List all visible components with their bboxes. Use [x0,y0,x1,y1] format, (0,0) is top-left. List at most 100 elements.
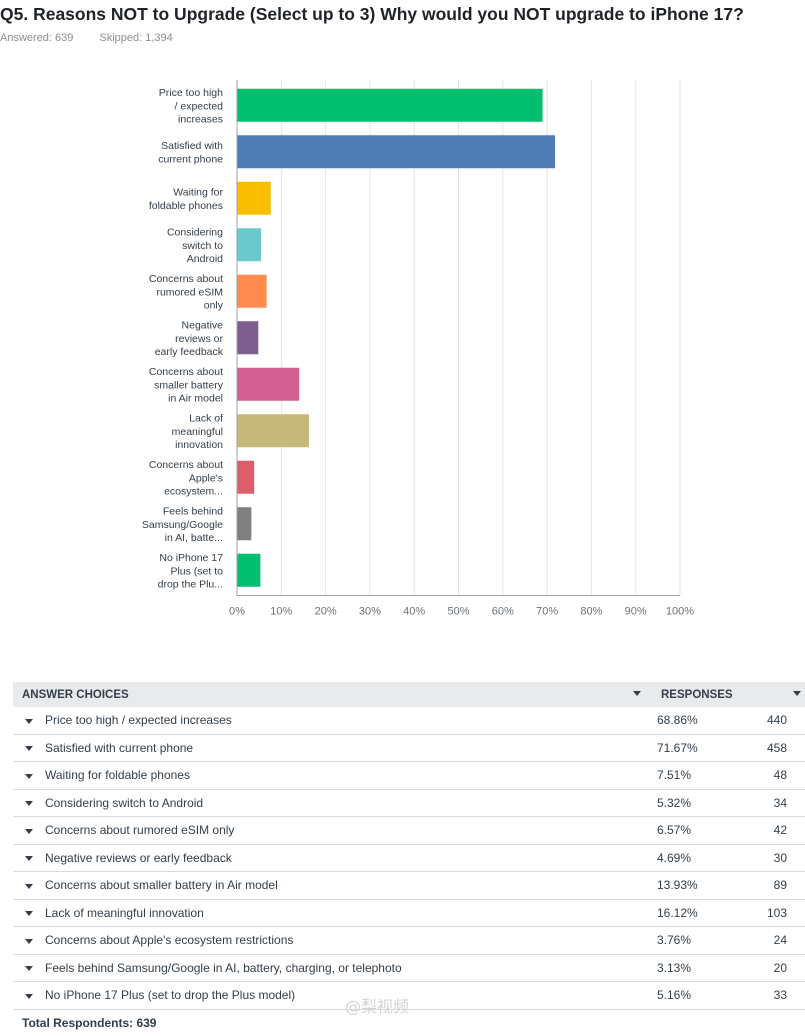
response-count: 34 [752,789,805,817]
chevron-down-icon[interactable] [25,801,33,807]
row-expand-toggle[interactable] [13,844,45,872]
bar[interactable] [237,553,261,587]
x-tick-label: 30% [359,606,381,618]
row-expand-toggle[interactable] [13,789,45,817]
row-expand-toggle[interactable] [13,816,45,845]
response-count: 24 [752,926,805,955]
response-percent: 4.69% [657,844,752,872]
response-percent: 13.93% [657,871,752,900]
category-label: Concerns about Apple's ecosystem... [149,459,223,498]
answer-choice-label: Feels behind Samsung/Google in AI, batte… [45,954,657,982]
row-expand-toggle[interactable] [13,954,45,982]
answer-choices-header[interactable]: ANSWER CHOICES [13,682,657,707]
responses-table: ANSWER CHOICES RESPONSES Price too high … [13,682,805,1036]
table-row: Negative reviews or early feedback 4.69% 3… [13,844,805,872]
x-tick-label: 70% [536,606,558,618]
response-percent: 16.12% [657,899,752,927]
chevron-down-icon[interactable] [25,773,33,779]
response-count: 458 [752,734,805,762]
table-row: Waiting for foldable phones 7.51% 48 [13,761,805,790]
chevron-down-icon[interactable] [25,911,33,917]
chevron-down-icon[interactable] [25,883,33,889]
category-label: Concerns about smaller battery in Air mode… [149,366,224,405]
skipped-count: Skipped: 1,394 [99,32,173,44]
row-expand-toggle[interactable] [13,761,45,790]
category-label: Negative reviews or early feedback [155,319,224,358]
response-percent: 71.67% [657,734,752,762]
table-row: Concerns about rumored eSIM only 6.57% 42 [13,816,805,845]
row-expand-toggle[interactable] [13,899,45,927]
response-count: 440 [752,707,805,735]
chevron-down-icon[interactable] [25,856,33,862]
answer-choice-label: Concerns about smaller battery in Air mo… [45,871,657,900]
table-row: No iPhone 17 Plus (set to drop the Plus … [13,981,805,1010]
answered-count: Answered: 639 [0,32,74,44]
table-row: Concerns about Apple's ecosystem restric… [13,926,805,955]
table-row: Considering switch to Android 5.32% 34 [13,789,805,817]
chevron-down-icon[interactable] [25,938,33,944]
response-percent: 3.76% [657,926,752,955]
answer-choice-label: Concerns about rumored eSIM only [45,816,657,845]
response-percent: 3.13% [657,954,752,982]
bar[interactable] [237,507,252,541]
chevron-down-icon[interactable] [25,746,33,752]
row-expand-toggle[interactable] [13,926,45,955]
response-percent: 5.32% [657,789,752,817]
bar[interactable] [237,88,543,122]
x-tick-label: 20% [315,606,337,618]
chevron-down-icon[interactable] [25,993,33,999]
answer-choice-label: Considering switch to Android [45,789,657,817]
total-respondents-label: Total Respondents: 639 [22,1015,157,1030]
responses-header[interactable]: RESPONSES [657,682,805,707]
answer-choice-label: Negative reviews or early feedback [45,844,657,872]
sort-choices-icon[interactable] [633,691,641,696]
chevron-down-icon[interactable] [25,966,33,972]
x-tick-label: 0% [229,606,245,618]
x-tick-label: 90% [625,606,647,618]
category-label: Lack of meaningful innovation [172,412,224,451]
bar[interactable] [237,274,267,308]
answer-choice-label: Satisfied with current phone [45,734,657,762]
chevron-down-icon[interactable] [25,718,33,724]
responses-header-label: RESPONSES [661,688,733,701]
category-label: Waiting for foldable phones [149,187,224,212]
response-count: 20 [752,954,805,982]
response-percent: 6.57% [657,816,752,845]
sort-responses-icon[interactable] [793,691,801,696]
x-tick-label: 50% [447,606,469,618]
chevron-down-icon[interactable] [25,828,33,834]
bar[interactable] [237,321,259,355]
table-row: Lack of meaningful innovation 16.12% 103 [13,899,805,927]
response-count: 33 [752,981,805,1010]
row-expand-toggle[interactable] [13,871,45,900]
row-expand-toggle[interactable] [13,707,45,735]
answer-choice-label: Waiting for foldable phones [45,761,657,790]
x-tick-label: 60% [492,606,514,618]
table-row: Concerns about smaller battery in Air mo… [13,871,805,900]
table-header-row: ANSWER CHOICES RESPONSES [13,682,805,707]
response-count: 89 [752,871,805,900]
bar[interactable] [237,228,262,262]
table-row: Price too high / expected increases 68.86… [13,707,805,735]
response-count: 48 [752,761,805,790]
bar[interactable] [237,414,309,448]
x-tick-label: 100% [666,606,694,618]
table-row: Feels behind Samsung/Google in AI, batte… [13,954,805,982]
bar[interactable] [237,460,255,494]
category-label: Price too high / expected increases [159,87,223,126]
bar[interactable] [237,367,300,401]
bar[interactable] [237,135,555,169]
x-tick-label: 80% [580,606,602,618]
answer-choice-label: Lack of meaningful innovation [45,899,657,927]
response-percent: 68.86% [657,707,752,735]
category-label: Concerns about rumored eSIM only [149,273,224,312]
response-percent: 7.51% [657,761,752,790]
response-count: 42 [752,816,805,845]
row-expand-toggle[interactable] [13,981,45,1010]
category-label: Considering switch to Android [167,226,223,265]
response-percent: 5.16% [657,981,752,1010]
bar[interactable] [237,181,271,215]
answer-choice-label: Price too high / expected increases [45,707,657,735]
row-expand-toggle[interactable] [13,734,45,762]
watermark: @梨视频 [345,997,410,1016]
